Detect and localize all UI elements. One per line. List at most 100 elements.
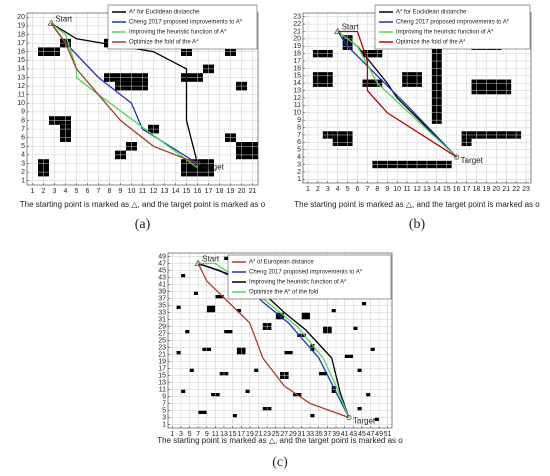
y-tick-label: 19	[158, 358, 166, 365]
legend-label: Cheng 2017 proposed improvements to A*	[396, 20, 510, 26]
y-tick-label: 17	[17, 40, 25, 47]
plot: 1 2 3 4 5 6 7 8 9 10 11 12 13 14 15 16 17 18 19 20 21 22 23123…	[293, 4, 540, 232]
x-tick-label: 3	[53, 188, 57, 195]
y-tick-label: 15	[17, 57, 25, 64]
obstacle	[206, 305, 216, 313]
x-tick-label: 21	[502, 186, 510, 193]
x-tick-label: 21	[249, 188, 257, 195]
x-tick-label: 13	[423, 186, 431, 193]
y-tick-label: 2	[21, 169, 25, 176]
y-tick-label: 23	[293, 14, 301, 21]
y-tick-label: 21	[158, 351, 166, 358]
start-marker	[194, 259, 202, 266]
y-tick-label: 33	[158, 309, 166, 316]
x-tick-label: 9	[119, 188, 123, 195]
x-axis-label: The starting point is marked as △, and t…	[157, 436, 403, 445]
x-tick-label: 19	[227, 188, 235, 195]
y-tick-label: 39	[158, 288, 166, 295]
x-tick-label: 11	[212, 431, 219, 438]
obstacle	[301, 312, 311, 320]
annotation: Target	[353, 417, 376, 426]
obstacle	[236, 309, 242, 313]
legend-label: Optimize the fold of the A*	[396, 40, 466, 46]
obstacle	[353, 326, 358, 330]
x-tick-label: 45	[358, 431, 366, 438]
x-tick-label: 19	[246, 431, 254, 438]
x-tick-label: 18	[216, 188, 224, 195]
x-tick-label: 15	[183, 188, 191, 195]
y-tick-label: 11	[18, 92, 25, 99]
x-tick-label: 20	[238, 188, 246, 195]
obstacle	[374, 417, 380, 421]
x-tick-label: 7	[365, 186, 369, 193]
x-tick-label: 11	[139, 188, 146, 195]
x-tick-label: 12	[150, 188, 158, 195]
x-tick-label: 17	[237, 431, 245, 438]
path-line	[50, 22, 199, 164]
y-tick-label: 23	[158, 344, 166, 351]
caption: (c)	[272, 455, 288, 470]
legend-label: A* of European distance	[249, 260, 314, 266]
y-tick-label: 49	[158, 253, 166, 260]
y-tick-label: 41	[158, 281, 166, 288]
legend-label: Improving the heuristic function of A*	[249, 280, 347, 286]
annotation: Start	[342, 23, 360, 32]
y-tick-label: 47	[158, 260, 166, 267]
legend-label: Optimize the A* of the fold	[249, 290, 318, 296]
x-tick-label: 13	[220, 431, 228, 438]
obstacle	[245, 389, 250, 393]
x-tick-label: 3	[326, 186, 330, 193]
x-axis-label: The starting point is marked as △, and t…	[294, 200, 540, 209]
x-tick-label: 8	[108, 188, 112, 195]
x-tick-label: 37	[323, 431, 331, 438]
x-tick-label: 14	[433, 186, 441, 193]
path-line	[50, 22, 198, 165]
y-tick-label: 22	[293, 21, 301, 28]
y-tick-label: 15	[158, 372, 166, 379]
y-tick-label: 14	[293, 80, 301, 87]
obstacle	[284, 351, 293, 355]
legend-label: Cheng 2017 proposed improvements to A*	[249, 270, 363, 276]
y-tick-label: 45	[158, 267, 166, 274]
x-tick-label: 10	[128, 188, 136, 195]
caption: (b)	[409, 217, 426, 232]
target-marker	[194, 160, 201, 167]
y-tick-label: 7	[21, 126, 25, 133]
y-tick-label: 13	[158, 379, 166, 386]
x-tick-label: 3	[179, 431, 183, 438]
caption: (a)	[135, 217, 151, 232]
x-tick-label: 49	[375, 431, 383, 438]
path-line	[337, 31, 458, 158]
x-tick-label: 1	[31, 188, 35, 195]
x-tick-label: 23	[263, 431, 271, 438]
y-tick-label: 29	[158, 323, 166, 330]
y-tick-label: 20	[293, 36, 301, 43]
y-tick-label: 16	[293, 65, 301, 72]
y-tick-label: 16	[17, 49, 25, 56]
x-tick-label: 31	[298, 431, 306, 438]
obstacle	[312, 72, 333, 87]
x-tick-label: 19	[482, 186, 490, 193]
x-tick-label: 4	[336, 186, 340, 193]
obstacle	[357, 407, 362, 411]
target-marker	[454, 154, 460, 160]
annotation: Target	[202, 163, 225, 172]
y-tick-label: 20	[17, 14, 25, 21]
x-tick-label: 33	[306, 431, 314, 438]
x-tick-label: 14	[172, 188, 180, 195]
y-tick-label: 1	[297, 176, 301, 183]
y-tick-label: 12	[17, 83, 25, 90]
y-tick-label: 15	[293, 73, 301, 80]
x-tick-label: 6	[86, 188, 90, 195]
plot: 1 2 3 4 5 6 7 8 9 10 11 12 13 14 15 16 17 18 19 20 211234567…	[17, 4, 266, 232]
obstacle	[471, 79, 512, 95]
x-tick-label: 5	[346, 186, 350, 193]
x-axis-label: The starting point is marked as △, and t…	[20, 200, 266, 209]
x-tick-label: 15	[229, 431, 237, 438]
x-tick-label: 1	[306, 186, 310, 193]
y-tick-label: 3	[21, 160, 25, 167]
obstacle	[189, 368, 194, 372]
y-tick-label: 8	[297, 124, 301, 131]
obstacle	[332, 131, 353, 147]
x-tick-label: 10	[393, 186, 401, 193]
